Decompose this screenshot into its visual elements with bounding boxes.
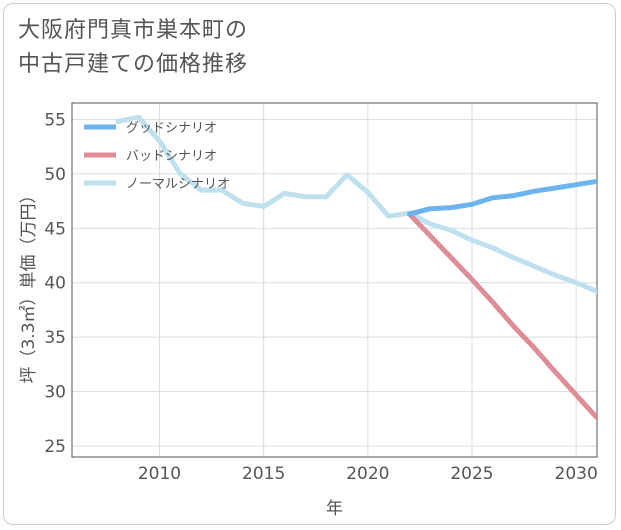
legend-label: ノーマルシナリオ [126, 177, 230, 192]
y-tick-label: 30 [44, 383, 66, 403]
plot-area-border [71, 102, 598, 458]
series-line-1 [407, 211, 597, 421]
chart-frame [3, 3, 616, 525]
x-axis-title: 年 [326, 499, 343, 519]
x-tick-label: 2030 [555, 464, 598, 484]
x-tick-label: 2010 [138, 464, 181, 484]
x-tick-label: 2015 [242, 464, 285, 484]
chart-title-line-1: 大阪府門真市巣本町の [18, 18, 249, 43]
chart-title: 大阪府門真市巣本町の 中古戸建ての価格推移 [18, 14, 578, 82]
y-tick-labels: 25 30 35 40 45 50 55 [44, 110, 66, 457]
x-tick-labels: 2010 2015 2020 2025 2030 [138, 464, 598, 484]
legend-label: バッドシナリオ [126, 149, 217, 164]
x-tick-label: 2025 [450, 464, 493, 484]
legend-label: グッドシナリオ [126, 121, 217, 136]
y-tick-label: 55 [44, 110, 66, 130]
series-layer [115, 114, 597, 421]
y-tick-label: 45 [44, 219, 66, 239]
y-axis-title: 坪（3.3㎡）単価（万円） [19, 186, 39, 383]
series-line-2 [115, 114, 597, 294]
x-tick-label: 2020 [346, 464, 389, 484]
chart-title-line-2: 中古戸建ての価格推移 [18, 52, 249, 77]
y-tick-label: 40 [44, 274, 66, 294]
y-tick-label: 25 [44, 437, 66, 457]
y-tick-label: 50 [44, 165, 66, 185]
series-line-0 [407, 178, 597, 217]
y-tick-label: 35 [44, 328, 66, 348]
